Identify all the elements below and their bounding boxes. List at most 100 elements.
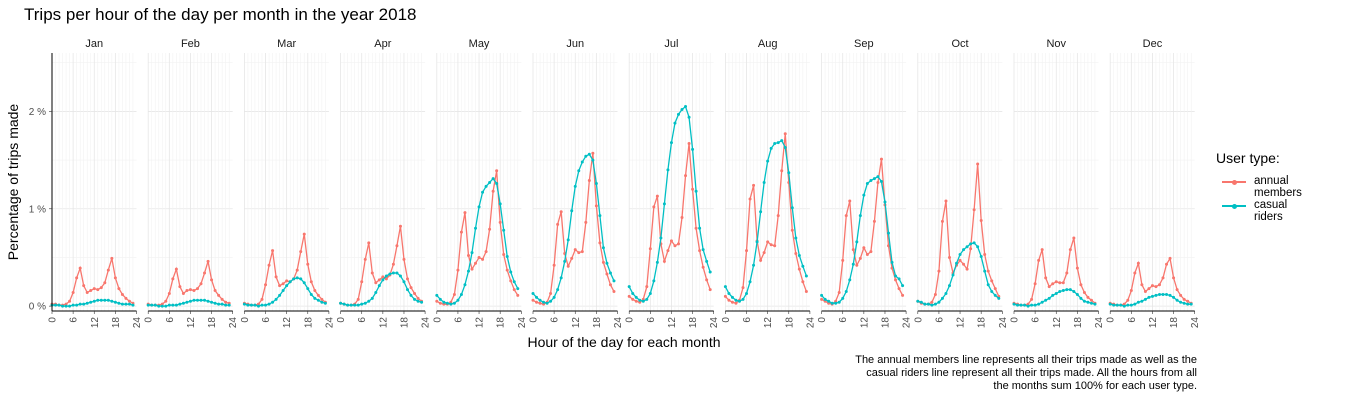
data-point-annual-members [680, 216, 684, 220]
data-point-annual-members [556, 222, 560, 226]
x-tick-label: 6 [69, 317, 80, 323]
data-point-casual-riders [556, 288, 560, 292]
data-point-annual-members [1082, 291, 1086, 295]
data-point-casual-riders [993, 293, 997, 297]
data-point-annual-members [577, 251, 581, 255]
data-point-casual-riders [360, 302, 364, 306]
data-point-casual-riders [940, 296, 944, 300]
data-point-casual-riders [955, 261, 959, 265]
data-point-casual-riders [694, 189, 698, 193]
data-point-casual-riders [388, 272, 392, 276]
data-point-casual-riders [281, 289, 285, 293]
data-point-casual-riders [1143, 297, 1147, 301]
x-tick-label: 24 [709, 317, 720, 329]
data-point-casual-riders [801, 264, 805, 268]
data-point-annual-members [930, 300, 934, 304]
data-point-annual-members [466, 254, 470, 258]
data-point-annual-members [82, 284, 86, 288]
data-point-casual-riders [834, 301, 838, 305]
data-point-casual-riders [1026, 304, 1030, 308]
data-point-casual-riders [584, 154, 588, 158]
data-point-casual-riders [349, 303, 353, 307]
data-point-annual-members [701, 265, 705, 269]
data-point-casual-riders [474, 226, 478, 230]
data-point-annual-members [759, 258, 763, 262]
data-point-casual-riders [1054, 291, 1058, 295]
data-point-annual-members [1030, 297, 1034, 301]
data-point-annual-members [820, 297, 824, 301]
data-point-casual-riders [745, 291, 749, 295]
data-point-casual-riders [509, 270, 513, 274]
data-point-casual-riders [117, 301, 121, 305]
data-point-casual-riders [92, 299, 96, 303]
data-point-annual-members [516, 293, 520, 297]
data-point-annual-members [627, 294, 631, 298]
data-point-annual-members [652, 205, 656, 209]
data-point-casual-riders [794, 236, 798, 240]
x-tick-label: 6 [742, 317, 753, 323]
data-point-casual-riders [1079, 296, 1083, 300]
x-tick-label: 6 [453, 317, 464, 323]
data-point-casual-riders [990, 290, 994, 294]
facet-label: Oct [951, 38, 968, 50]
data-point-annual-members [535, 300, 539, 304]
data-point-casual-riders [883, 200, 887, 204]
data-point-casual-riders [192, 298, 196, 302]
data-point-annual-members [549, 291, 553, 295]
data-point-casual-riders [64, 304, 68, 308]
data-point-annual-members [199, 282, 203, 286]
data-point-annual-members [1165, 262, 1169, 266]
data-point-annual-members [979, 218, 983, 222]
data-point-casual-riders [384, 274, 388, 278]
data-point-casual-riders [830, 301, 834, 305]
data-point-casual-riders [285, 284, 289, 288]
data-point-casual-riders [1112, 303, 1116, 307]
data-point-casual-riders [631, 291, 635, 295]
data-point-annual-members [1140, 283, 1144, 287]
data-point-casual-riders [1168, 293, 1172, 297]
data-point-annual-members [1179, 293, 1183, 297]
x-tick-label: 6 [838, 317, 849, 323]
data-point-annual-members [1143, 290, 1147, 294]
series-line-annual-members [917, 163, 1000, 305]
data-point-annual-members [594, 204, 598, 208]
data-point-casual-riders [684, 105, 688, 109]
data-point-annual-members [648, 247, 652, 251]
x-tick-label: 12 [186, 317, 197, 329]
data-point-casual-riders [356, 303, 360, 307]
legend-dot-casual-riders [1232, 203, 1237, 209]
legend-dot-annual-members [1232, 179, 1237, 185]
x-tick-label: 0 [432, 317, 443, 323]
data-point-annual-members [741, 286, 745, 290]
data-point-annual-members [669, 239, 673, 243]
data-point-annual-members [872, 219, 876, 223]
data-point-casual-riders [827, 299, 831, 303]
data-point-casual-riders [1037, 302, 1041, 306]
legend: User type: annual members casual riders [1216, 150, 1302, 224]
data-point-annual-members [876, 180, 880, 184]
data-point-casual-riders [986, 283, 990, 287]
data-point-casual-riders [477, 205, 481, 209]
data-point-casual-riders [288, 280, 292, 284]
data-point-annual-members [591, 151, 595, 155]
x-tick-label: 12 [1052, 317, 1063, 329]
data-point-casual-riders [1082, 299, 1086, 303]
data-point-annual-members [673, 244, 677, 248]
data-point-annual-members [217, 293, 221, 297]
data-point-casual-riders [876, 175, 880, 179]
data-point-annual-members [698, 249, 702, 253]
data-point-annual-members [402, 257, 406, 261]
data-point-annual-members [1182, 297, 1186, 301]
data-point-casual-riders [587, 152, 591, 156]
data-point-annual-members [962, 262, 966, 266]
data-point-casual-riders [466, 269, 470, 273]
x-tick-label: 24 [228, 317, 239, 329]
data-point-casual-riders [459, 292, 463, 296]
data-point-annual-members [274, 275, 278, 279]
data-point-annual-members [734, 301, 738, 305]
data-point-annual-members [185, 289, 189, 293]
data-point-annual-members [75, 276, 79, 280]
data-point-annual-members [470, 267, 474, 271]
data-point-annual-members [391, 262, 395, 266]
data-point-casual-riders [776, 141, 780, 145]
